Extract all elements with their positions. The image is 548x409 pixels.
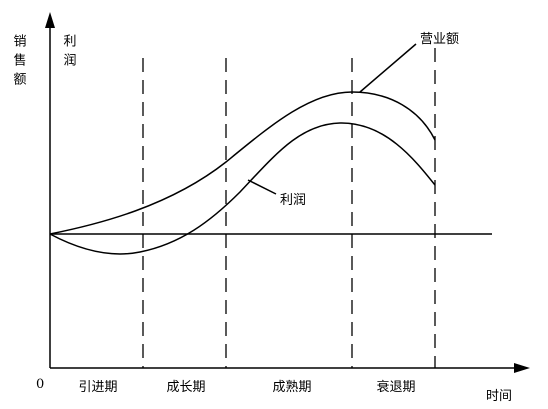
sales-curve (49, 91, 436, 235)
stage-label: 成长期 (166, 380, 205, 395)
profit-label: 利润 (280, 193, 306, 208)
y-arrow (45, 12, 55, 28)
y-axis-label: 销售额 (11, 34, 27, 91)
x-arrow (514, 363, 530, 373)
y-axis-label-2: 利润 (61, 34, 77, 72)
sales-label: 营业额 (420, 32, 459, 47)
x-axis-label: 时间 (486, 389, 512, 404)
profit-curve (49, 122, 436, 255)
origin-label: 0 (36, 377, 44, 392)
profit-leader (247, 179, 277, 195)
stage-label: 衰退期 (376, 379, 415, 395)
sales-leader (359, 43, 417, 93)
stage-label: 引进期 (78, 380, 117, 395)
stage-label: 成熟期 (272, 379, 311, 395)
